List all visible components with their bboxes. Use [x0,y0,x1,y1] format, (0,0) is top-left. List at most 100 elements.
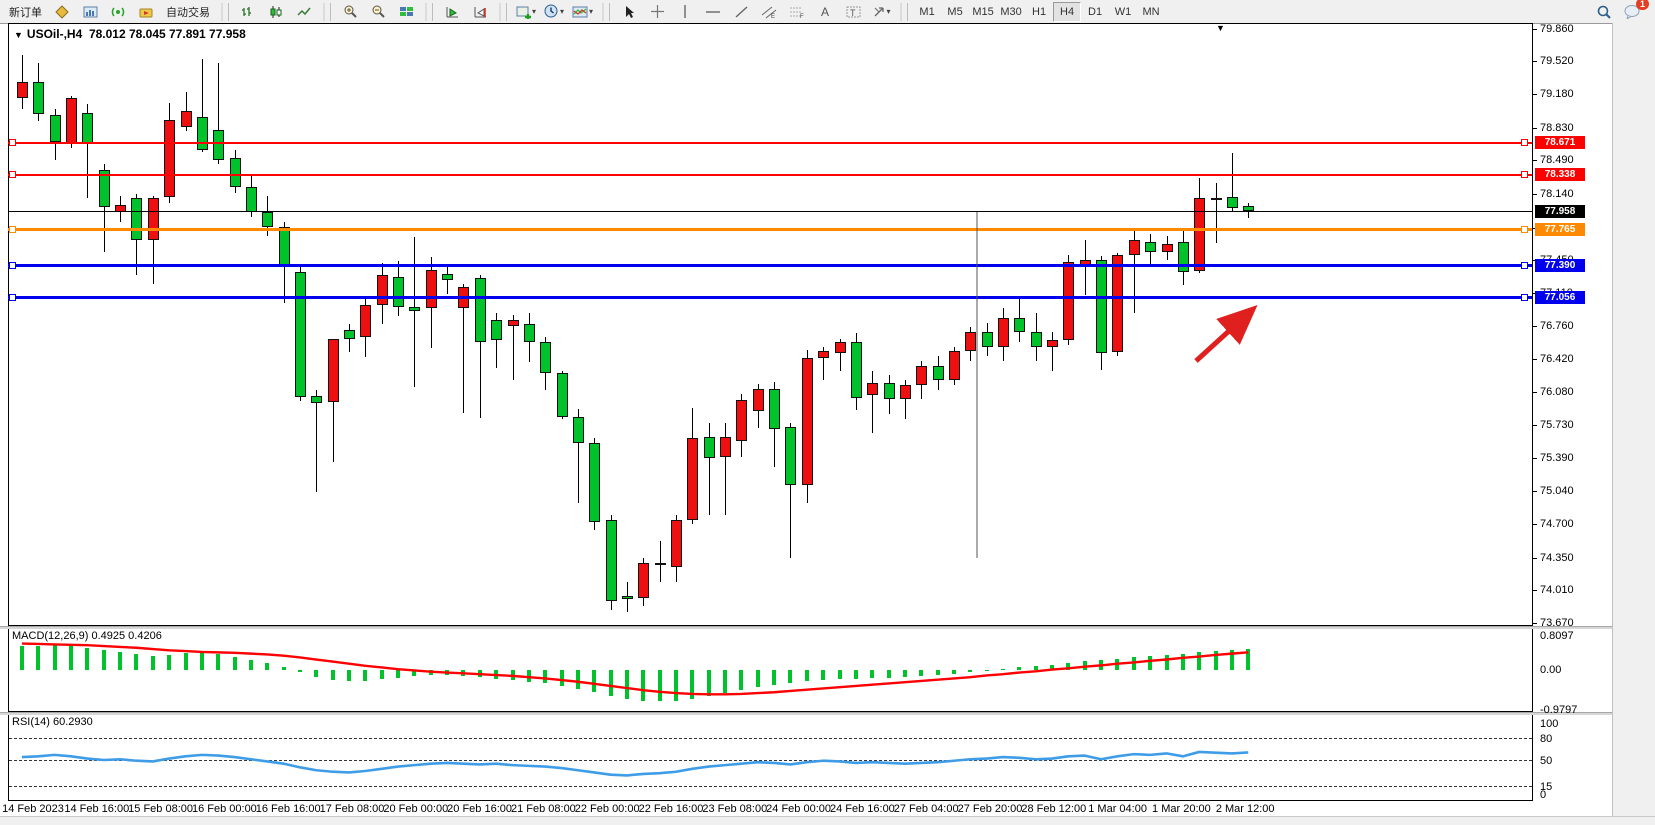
hline-handle[interactable] [9,262,16,270]
horizontal-line-icon[interactable] [700,1,726,22]
chart-shift-marker[interactable]: ▼ [1216,23,1225,33]
candle-bear [850,341,862,399]
macd-bar [232,656,237,670]
timeframe-w1[interactable]: W1 [1114,5,1132,18]
hline-handle[interactable] [1521,294,1528,302]
candle-bull [916,365,928,385]
macd-bar [428,670,433,676]
macd-bar [853,670,858,679]
ytick-dash [1533,94,1537,96]
signal-icon[interactable] [105,1,131,22]
price-tick-label: 75.730 [1540,419,1574,432]
cursor-icon[interactable] [616,1,642,22]
hline-handle[interactable] [1521,226,1528,234]
hline-handle[interactable] [9,171,16,179]
price-tick-label: 78.830 [1540,121,1574,134]
timeframe-mn[interactable]: MN [1142,5,1160,18]
candle-bull [736,400,748,441]
panel-splitter[interactable] [0,712,1655,715]
macd-bar [624,670,629,699]
channel-icon[interactable]: E [756,1,782,22]
tile-windows-icon[interactable] [393,1,419,22]
candle-wick [479,274,481,418]
vertical-line-icon[interactable] [672,1,698,22]
main-chart-panel[interactable] [8,23,1533,626]
timeframe-m5[interactable]: M5 [947,5,963,18]
candle-bear [572,416,584,444]
market-watch-icon[interactable] [77,1,103,22]
macd-bar [52,644,57,670]
chart-title: ▼ USOil-,H4 78.012 78.045 77.891 77.958 [14,27,246,41]
arrows-icon[interactable]: ▾ [868,1,894,22]
ytick-dash [1533,160,1537,162]
timeframe-m15[interactable]: M15 [972,5,994,18]
macd-bar [101,650,106,670]
timeframe-h1[interactable]: H1 [1032,5,1047,18]
panel-splitter[interactable] [0,626,1655,629]
hline-handle[interactable] [9,226,16,234]
macd-bar [167,654,172,670]
macd-bar [347,670,351,682]
svg-text:T: T [850,8,856,18]
new-order-button[interactable]: 新订单 [9,6,42,19]
price-tick-label: 76.420 [1540,353,1574,366]
timeframe-m1[interactable]: M1 [919,5,935,18]
macd-bar [543,670,548,684]
candle-bull [376,274,388,306]
trendline-icon[interactable] [728,1,754,22]
chat-icon[interactable]: 1 [1619,0,1649,22]
indicators-icon[interactable]: ▾ [513,1,539,22]
macd-bar [1082,661,1087,670]
time-tick-label: 27 Feb 20:00 [957,803,1023,815]
hline-handle[interactable] [1521,262,1528,270]
periods-icon[interactable]: ▾ [541,1,567,22]
hline-handle[interactable] [9,294,16,302]
candle-wick [839,338,841,371]
symbol-dropdown-icon[interactable]: ▼ [14,30,23,40]
timeframe-d1[interactable]: D1 [1088,5,1103,18]
search-icon[interactable] [1591,1,1617,22]
auto-scroll-icon[interactable] [439,1,465,22]
auto-trading-button[interactable]: 自动交易 [166,6,210,19]
hline-77.056[interactable] [8,296,1532,300]
candlestick-icon[interactable] [263,1,289,22]
crosshair-icon[interactable] [644,1,670,22]
candle-bear [311,395,323,404]
macd-bar [281,666,286,670]
hline-78.338[interactable] [8,173,1532,176]
text-icon[interactable]: A [821,4,830,19]
candle-bull [671,520,682,568]
bar-chart-icon[interactable] [235,1,261,22]
candle-bear [344,330,355,339]
templates-icon[interactable]: ▾ [569,1,596,22]
fibonacci-icon[interactable]: F [784,1,810,22]
hline-handle[interactable] [1521,139,1528,147]
hline-77.390[interactable] [8,264,1532,268]
candle-bear [49,115,61,143]
macd-bar [412,670,417,677]
hline-77.765[interactable] [8,228,1532,232]
hline-handle[interactable] [9,139,16,147]
chart-shift-icon[interactable] [467,1,493,22]
zoom-out-icon[interactable] [365,1,391,22]
macd-panel[interactable] [8,628,1533,712]
window-bottom-margin [0,816,1655,825]
time-tick-label: 15 Feb 08:00 [128,803,194,815]
line-chart-icon[interactable] [291,1,317,22]
time-tick-label: 28 Feb 12:00 [1021,803,1087,815]
rsi-panel[interactable] [8,714,1533,801]
diamond-icon[interactable] [49,1,75,22]
hline-78.671[interactable] [8,141,1532,144]
timeframe-h4[interactable]: H4 [1053,1,1082,22]
candle-bull [1194,197,1206,271]
text-label-icon[interactable]: T [840,1,866,22]
hline-77.958[interactable] [8,210,1532,212]
candle-bear [213,129,225,161]
timeframe-m30[interactable]: M30 [1000,5,1022,18]
candle-bull [180,111,192,127]
auto-trading-icon[interactable] [133,1,159,22]
zoom-in-icon[interactable] [337,1,363,22]
time-tick-label: 24 Feb 00:00 [766,803,832,815]
hline-handle[interactable] [1521,171,1528,179]
rsi-label: RSI(14) 60.2930 [12,716,93,728]
